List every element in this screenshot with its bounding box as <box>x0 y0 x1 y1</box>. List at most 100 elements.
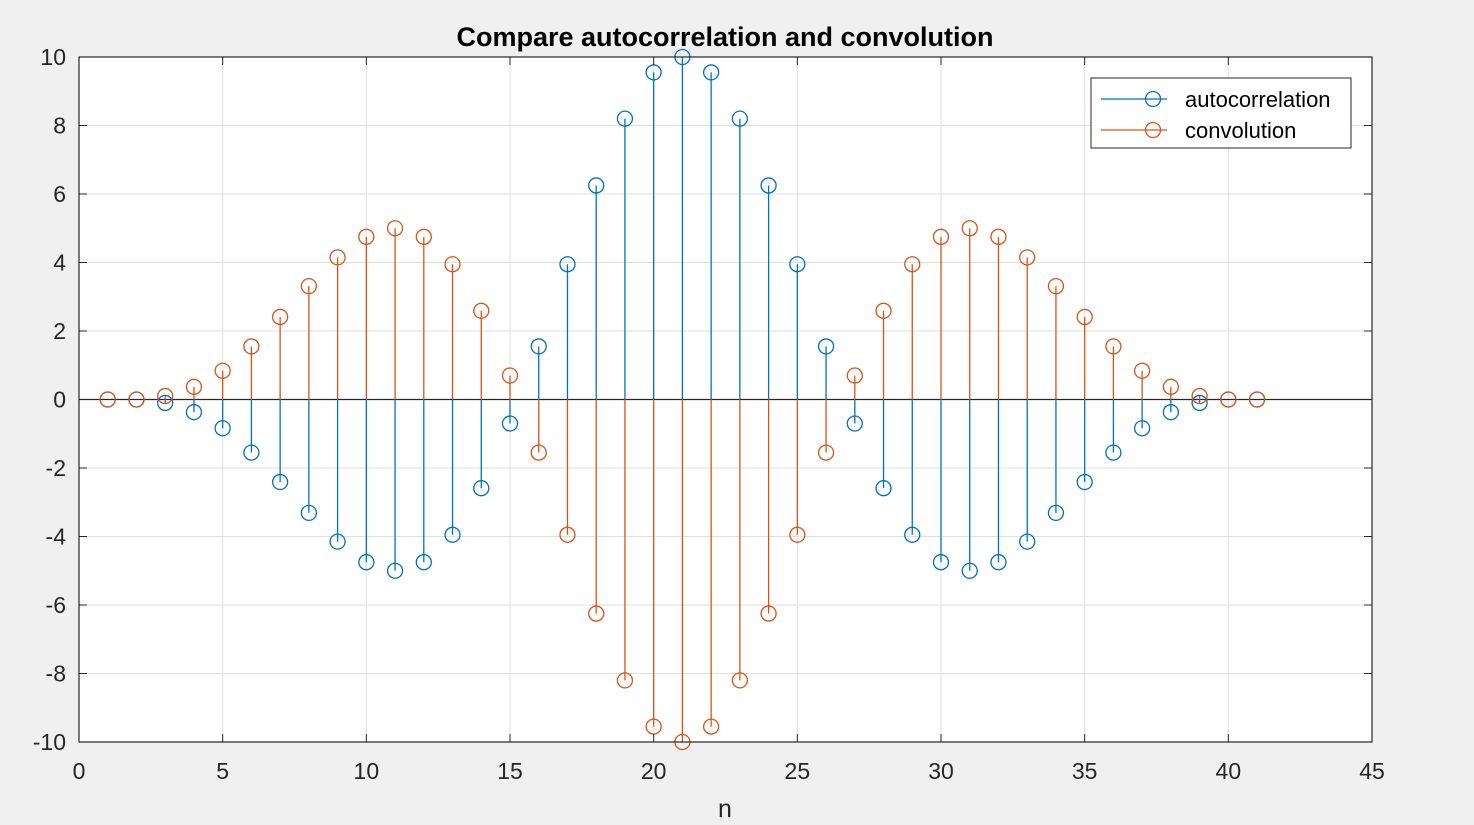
x-tick-label: 5 <box>216 758 229 784</box>
convolution-marker <box>501 367 519 384</box>
x-tick-label: 20 <box>641 758 667 784</box>
autocorrelation-marker <box>1019 533 1036 550</box>
convolution-marker <box>904 256 921 273</box>
stems <box>99 48 1266 751</box>
convolution-marker <box>329 249 346 266</box>
convolution-marker <box>1019 249 1036 266</box>
x-tick-label: 10 <box>354 758 380 784</box>
convolution-marker <box>99 391 116 408</box>
convolution-marker <box>1105 338 1122 355</box>
autocorrelation-marker <box>1076 473 1093 491</box>
convolution-marker <box>616 672 634 689</box>
x-tick-label: 35 <box>1072 758 1098 784</box>
autocorrelation-marker <box>559 256 576 273</box>
y-tick-label: 0 <box>53 387 66 413</box>
autocorrelation-marker <box>214 420 231 437</box>
legend-marker-convolution <box>1144 121 1162 139</box>
convolution-marker <box>1047 277 1065 295</box>
autocorrelation-marker <box>473 480 490 497</box>
autocorrelation-marker <box>243 444 260 461</box>
convolution-marker <box>1220 391 1237 408</box>
legend-label-autocorrelation: autocorrelation <box>1185 87 1331 112</box>
y-tick-label: -2 <box>46 455 66 481</box>
y-tick-label: 4 <box>53 250 66 276</box>
autocorrelation-marker <box>1133 420 1151 437</box>
x-tick-label: 15 <box>497 758 523 784</box>
convolution-marker <box>300 277 318 295</box>
convolution-marker <box>702 718 720 735</box>
autocorrelation-marker <box>932 554 950 571</box>
convolution-marker <box>1191 387 1208 405</box>
convolution-marker <box>932 228 950 245</box>
autocorrelation-marker <box>271 473 289 491</box>
y-tick-label: -6 <box>46 592 66 618</box>
autocorrelation-marker <box>358 554 375 571</box>
convolution-marker <box>128 391 145 408</box>
convolution-marker <box>559 526 576 543</box>
autocorrelation-marker <box>444 526 461 543</box>
y-tick-label: -8 <box>46 661 66 687</box>
autocorrelation-marker <box>501 415 519 432</box>
convolution-marker <box>243 338 260 355</box>
y-tick-label: -4 <box>46 524 67 550</box>
convolution-marker <box>271 308 289 326</box>
convolution-marker <box>875 302 892 319</box>
x-tick-label: 30 <box>928 758 954 784</box>
convolution-marker <box>789 526 806 543</box>
convolution-marker <box>1076 308 1093 326</box>
convolution-marker <box>444 256 461 273</box>
autocorrelation-marker <box>760 177 777 194</box>
convolution-marker <box>817 444 835 461</box>
autocorrelation-marker <box>990 554 1007 571</box>
autocorrelation-marker <box>846 415 863 432</box>
legend-marker-autocorrelation <box>1144 90 1162 108</box>
y-tick-label: 2 <box>53 318 66 344</box>
autocorrelation-marker <box>961 562 978 579</box>
autocorrelation-marker <box>875 480 892 497</box>
autocorrelation-marker <box>1105 444 1122 461</box>
convolution-marker <box>1248 391 1266 408</box>
legend-label-convolution: convolution <box>1185 118 1296 143</box>
autocorrelation-marker <box>616 110 634 127</box>
convolution-marker <box>358 228 375 245</box>
convolution-marker <box>415 228 432 245</box>
series-convolution <box>99 220 1266 751</box>
autocorrelation-marker <box>904 526 921 543</box>
x-tick-label: 0 <box>73 758 86 784</box>
x-axis-label: n <box>718 795 732 823</box>
x-tick-label: 45 <box>1359 758 1385 784</box>
x-tick-label: 25 <box>785 758 811 784</box>
autocorrelation-marker <box>185 404 203 421</box>
convolution-marker <box>846 367 863 384</box>
autocorrelation-marker <box>157 394 174 412</box>
autocorrelation-marker <box>1191 394 1208 412</box>
autocorrelation-marker <box>789 256 806 273</box>
convolution-marker <box>1133 362 1151 379</box>
autocorrelation-marker <box>530 338 547 355</box>
autocorrelation-marker <box>300 504 318 522</box>
autocorrelation-marker <box>1162 404 1180 421</box>
convolution-marker <box>473 302 490 319</box>
convolution-marker <box>961 220 978 237</box>
autocorrelation-marker <box>588 177 605 194</box>
y-tick-label: 8 <box>53 113 66 139</box>
autocorrelation-marker <box>415 554 432 571</box>
convolution-marker <box>731 672 749 689</box>
autocorrelation-marker <box>1047 504 1065 522</box>
y-tick-label: 6 <box>53 181 66 207</box>
autocorrelation-marker <box>702 64 720 81</box>
convolution-marker <box>1162 378 1180 395</box>
convolution-marker <box>530 444 547 461</box>
convolution-marker <box>760 605 777 622</box>
autocorrelation-marker <box>386 562 404 579</box>
x-tick-label: 40 <box>1216 758 1242 784</box>
legend-box <box>1090 77 1352 149</box>
convolution-marker <box>214 362 231 379</box>
ticks <box>78 56 1373 743</box>
autocorrelation-marker <box>817 338 835 355</box>
convolution-marker <box>386 220 404 237</box>
convolution-marker <box>588 605 605 622</box>
y-tick-label: 10 <box>40 44 66 70</box>
convolution-marker <box>990 228 1007 245</box>
